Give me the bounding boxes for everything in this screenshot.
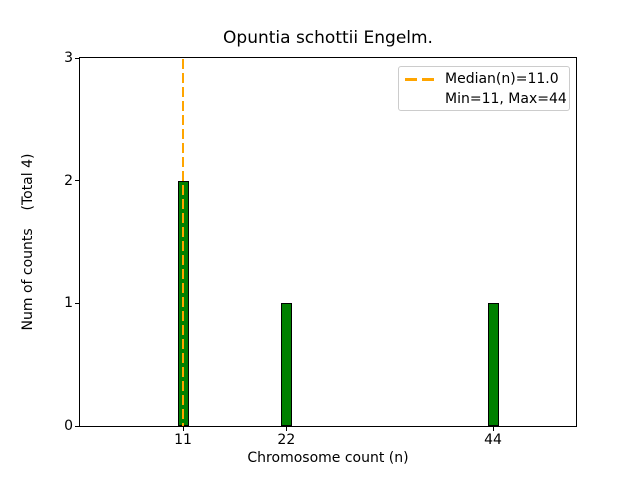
y-axis-label-text: Num of counts (Total 4) — [20, 153, 36, 331]
y-tick-label: 3 — [64, 50, 73, 66]
legend-entry-label: Min=11, Max=44 — [445, 91, 567, 107]
empty-legend-sample — [405, 98, 435, 101]
plot-area — [79, 57, 577, 427]
x-tick-mark — [285, 427, 287, 431]
x-axis-label: Chromosome count (n) — [247, 450, 409, 466]
y-tick-mark — [75, 57, 79, 59]
legend-entry-median: Median(n)=11.0 — [405, 69, 563, 89]
bar-n22 — [280, 303, 292, 426]
y-tick-label: 1 — [64, 295, 73, 312]
y-tick-mark — [75, 425, 79, 427]
x-tick-label: 44 — [484, 432, 502, 448]
median-line — [182, 59, 184, 426]
x-tick-label: 22 — [277, 432, 296, 448]
x-tick-mark — [492, 427, 494, 431]
legend-entry-minmax: Min=11, Max=44 — [405, 89, 567, 109]
median-dashed-line-sample — [405, 77, 435, 81]
x-tick-label: 11 — [174, 432, 192, 448]
chart-title: Opuntia schottii Engelm. — [223, 28, 433, 48]
legend-entry-label: Median(n)=11.0 — [445, 71, 559, 87]
bar-n44 — [487, 303, 499, 426]
x-tick-mark — [182, 427, 184, 431]
y-tick-mark — [75, 302, 79, 304]
legend: Median(n)=11.0 Min=11, Max=44 — [398, 66, 570, 111]
y-tick-label: 0 — [64, 418, 73, 434]
y-tick-label: 2 — [64, 172, 73, 189]
y-tick-mark — [75, 180, 79, 182]
